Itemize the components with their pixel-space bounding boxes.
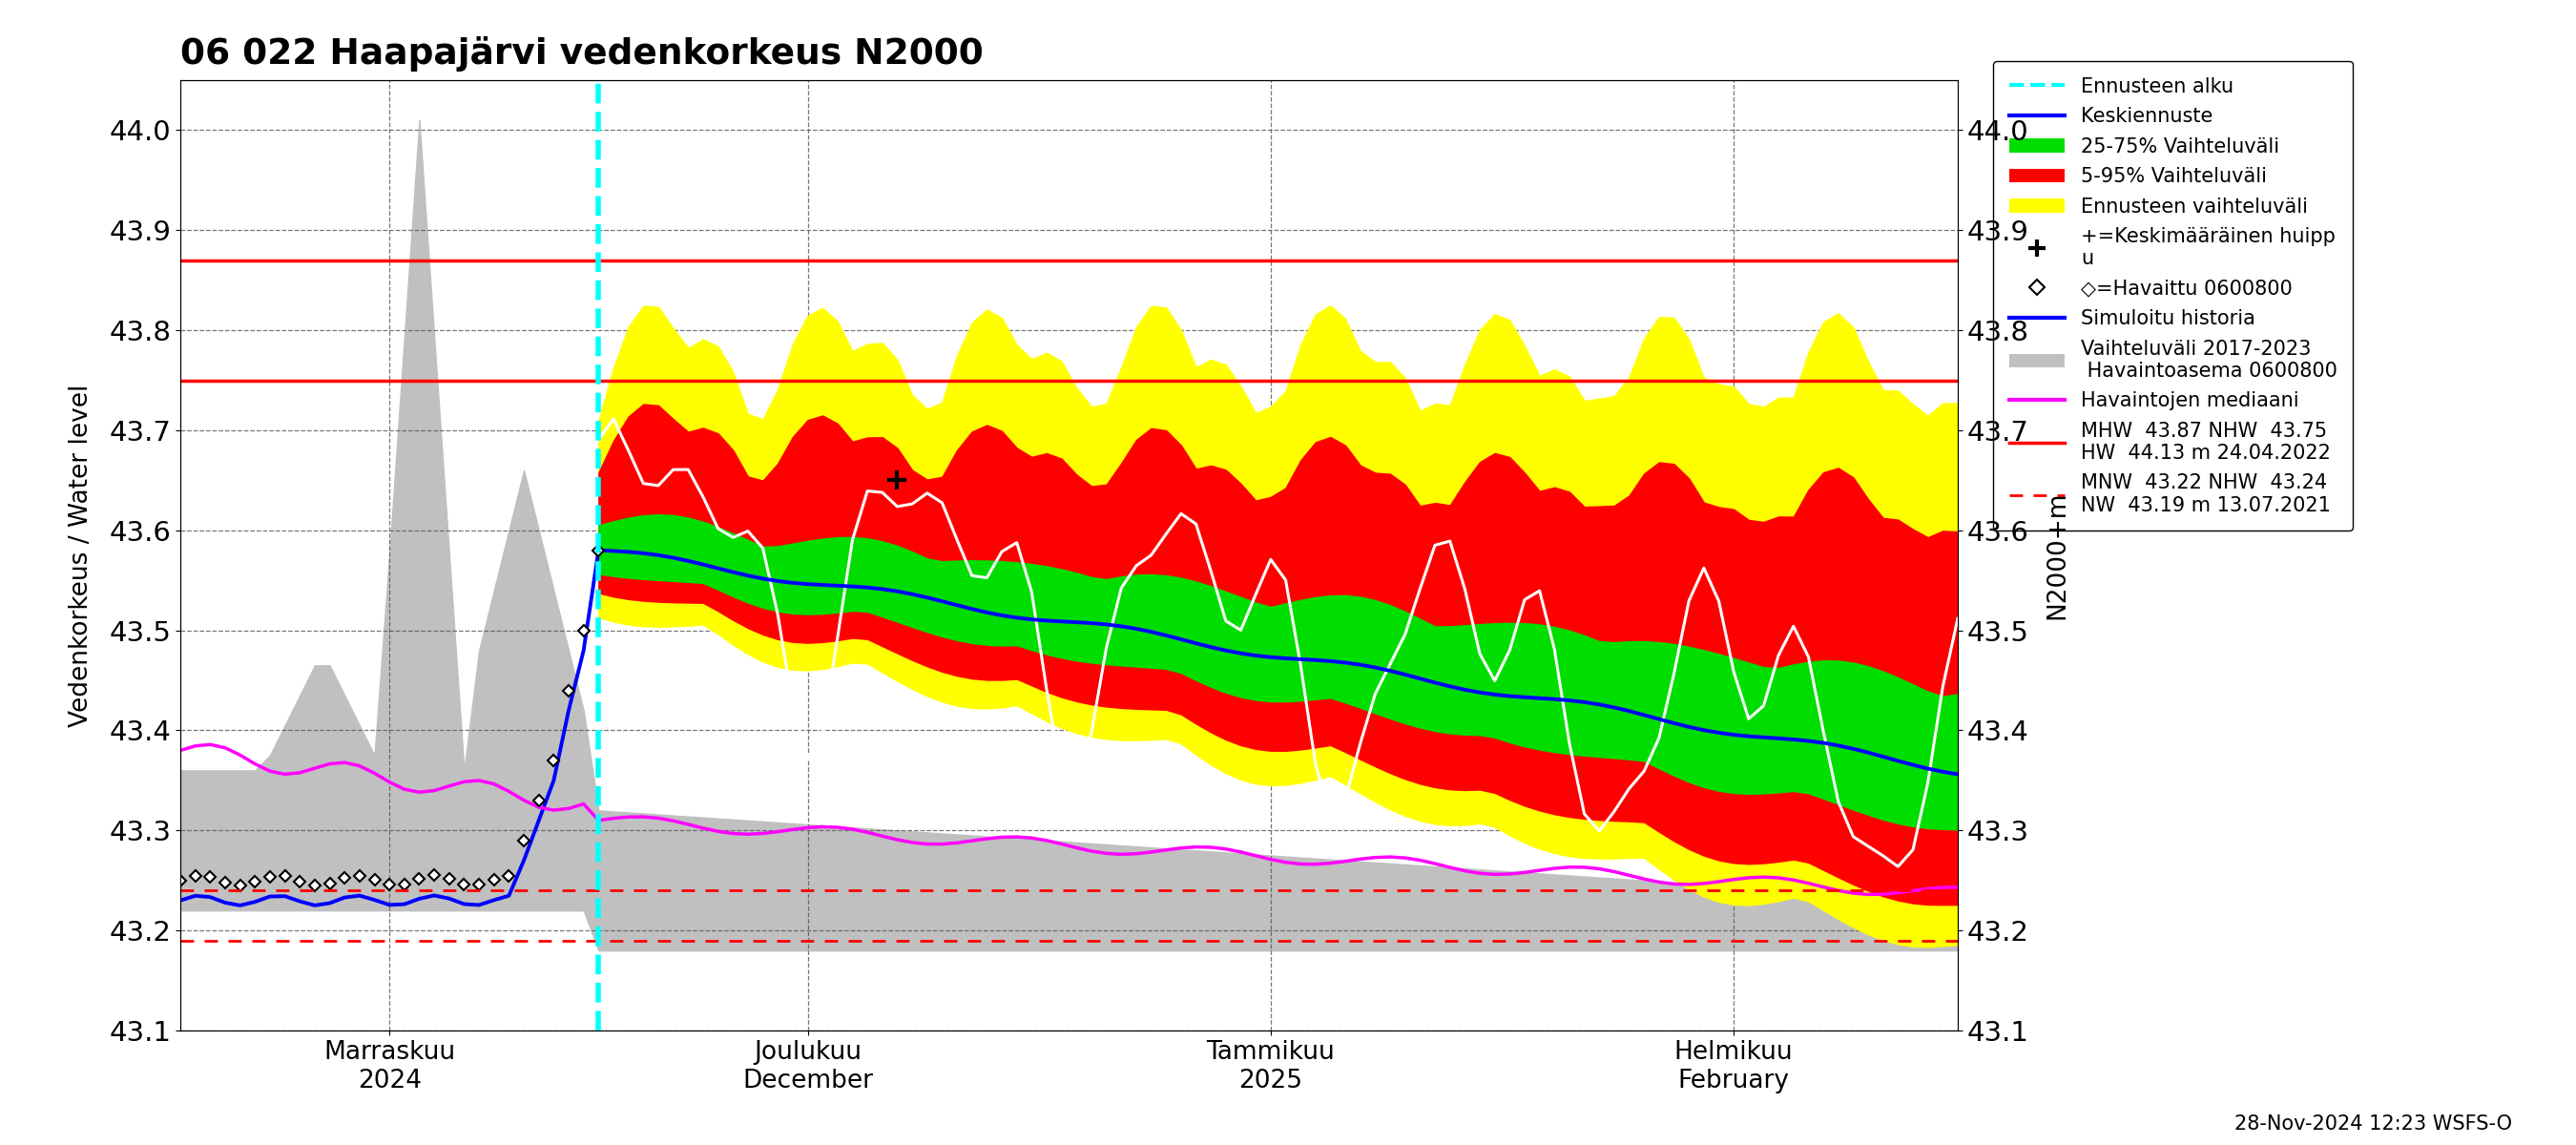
Text: 06 022 Haapajärvi vedenkorkeus N2000: 06 022 Haapajärvi vedenkorkeus N2000 bbox=[180, 37, 984, 72]
Text: 28-Nov-2024 12:23 WSFS-O: 28-Nov-2024 12:23 WSFS-O bbox=[2233, 1114, 2512, 1134]
Legend: Ennusteen alku, Keskiennuste, 25-75% Vaihteluväli, 5-95% Vaihteluväli, Ennusteen: Ennusteen alku, Keskiennuste, 25-75% Vai… bbox=[1994, 61, 2354, 531]
Y-axis label: N2000+m: N2000+m bbox=[2045, 491, 2069, 619]
Y-axis label: Vedenkorkeus / Water level: Vedenkorkeus / Water level bbox=[70, 384, 93, 727]
